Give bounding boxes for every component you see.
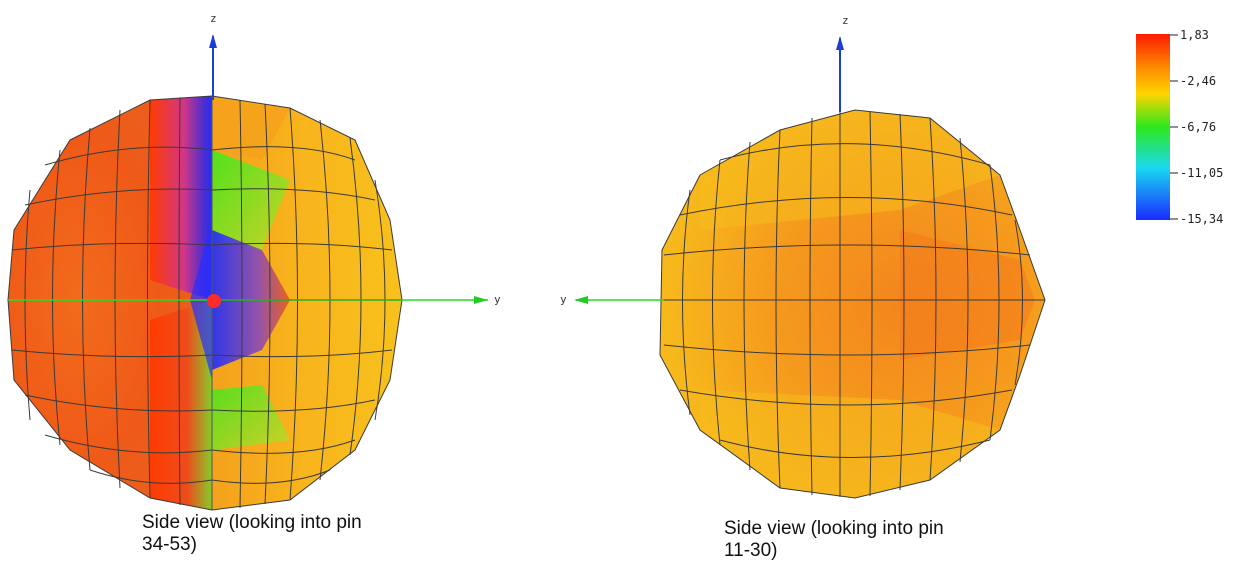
legend-tick-label: -6,76	[1180, 120, 1216, 134]
legend-tick-label: 1,83	[1180, 28, 1209, 42]
color-legend: 1,83 -2,46 -6,76 -11,05 -15,34	[1136, 28, 1223, 226]
right-axes: z y	[560, 14, 1045, 306]
right-mesh-grid	[659, 109, 1046, 499]
right-caption-line2: 11-30)	[724, 540, 778, 561]
left-z-axis-arrow	[209, 34, 217, 48]
legend-tick-label: -11,05	[1180, 166, 1223, 180]
right-z-label: z	[842, 14, 849, 27]
left-cut-green-top	[212, 150, 290, 250]
right-caption-line1: Side view (looking into pin	[724, 518, 944, 539]
legend-tick-label: -15,34	[1180, 212, 1223, 226]
right-view-caption: Side view (looking into pin 11-30)	[724, 518, 1044, 562]
right-view-pattern	[659, 109, 1046, 499]
right-z-axis-arrow	[836, 36, 844, 50]
color-legend-bar	[1136, 34, 1170, 220]
left-y-label: y	[494, 293, 501, 306]
right-y-label: y	[560, 293, 567, 306]
left-view-pattern	[7, 95, 403, 511]
legend-tick-label: -2,46	[1180, 74, 1216, 88]
left-caption-line2: 34-53)	[142, 534, 197, 555]
left-cut-wedge-lower	[150, 300, 212, 510]
left-origin-dot	[207, 294, 221, 308]
left-y-axis-arrow	[474, 296, 488, 304]
left-mesh-grid	[7, 95, 403, 511]
right-y-axis-arrow	[574, 296, 588, 304]
left-view-caption: Side view (looking into pin 34-53)	[142, 512, 462, 556]
left-caption-line1: Side view (looking into pin	[142, 512, 362, 533]
left-axes: z y	[8, 12, 501, 510]
left-cut-green-bottom	[212, 385, 290, 450]
left-z-label: z	[210, 12, 217, 25]
